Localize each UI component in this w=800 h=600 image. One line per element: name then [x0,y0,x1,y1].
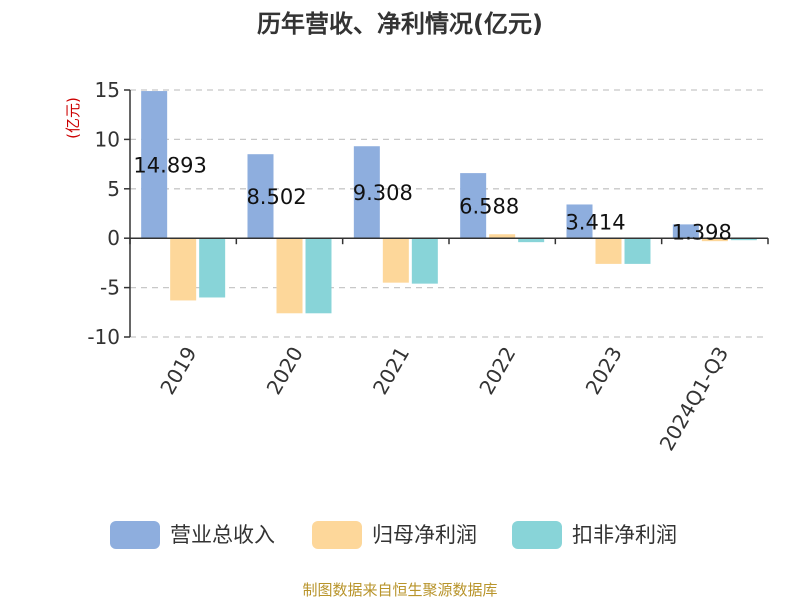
grid-lines [130,89,768,338]
bar-1 [247,154,274,239]
bar-1 [566,204,593,239]
bar-3 [518,238,545,243]
y-axis-unit: (亿元) [64,97,82,139]
legend-label: 归母净利润 [372,523,477,547]
bar-3 [411,238,438,284]
legend-swatch [512,521,562,549]
bar-3 [305,238,332,314]
bar-1 [141,91,168,239]
bar-2 [595,238,622,264]
x-tick-label: 2020 [262,343,308,399]
x-tick-label: 2024Q1-Q3 [654,343,733,455]
data-label: 3.414 [565,210,625,234]
y-tick-label: 10 [95,127,120,151]
bar-2 [489,234,516,239]
x-tick-label: 2023 [581,343,627,399]
y-tick-label: 15 [95,78,120,102]
data-label: 9.308 [353,181,413,205]
x-tick-label: 2021 [368,343,414,399]
data-labels: 14.893 8.502 9.308 6.588 3.414 1.398 [133,154,731,245]
chart-title: 历年营收、净利情况(亿元) [257,10,543,38]
x-tick-label: 2022 [474,343,520,399]
bar-2 [382,238,409,283]
bar-3 [624,238,651,264]
bar-1 [353,146,380,239]
legend-label: 营业总收入 [170,523,275,547]
y-tick-label: 0 [107,226,120,250]
bar-1 [460,173,487,239]
bar-1 [672,224,699,239]
y-tick-label: -5 [100,276,120,300]
data-label: 8.502 [246,185,306,209]
y-tick-label: 5 [107,177,120,201]
y-tick-label: -10 [87,325,120,349]
data-label: 1.398 [672,220,732,244]
bar-3 [199,238,226,298]
bar-2 [701,238,728,242]
source-note: 制图数据来自恒生聚源数据库 [302,581,497,599]
legend[interactable]: 营业总收入 归母净利润 扣非净利润 [110,521,677,549]
legend-swatch [312,521,362,549]
bars [141,91,757,314]
bar-2 [170,238,197,301]
data-label: 6.588 [459,195,519,219]
bar-3 [730,238,757,241]
legend-swatch [110,521,160,549]
legend-label: 扣非净利润 [572,523,677,547]
x-tick-label: 2019 [155,343,201,399]
bar-2 [276,238,303,314]
data-label: 14.893 [133,154,206,178]
